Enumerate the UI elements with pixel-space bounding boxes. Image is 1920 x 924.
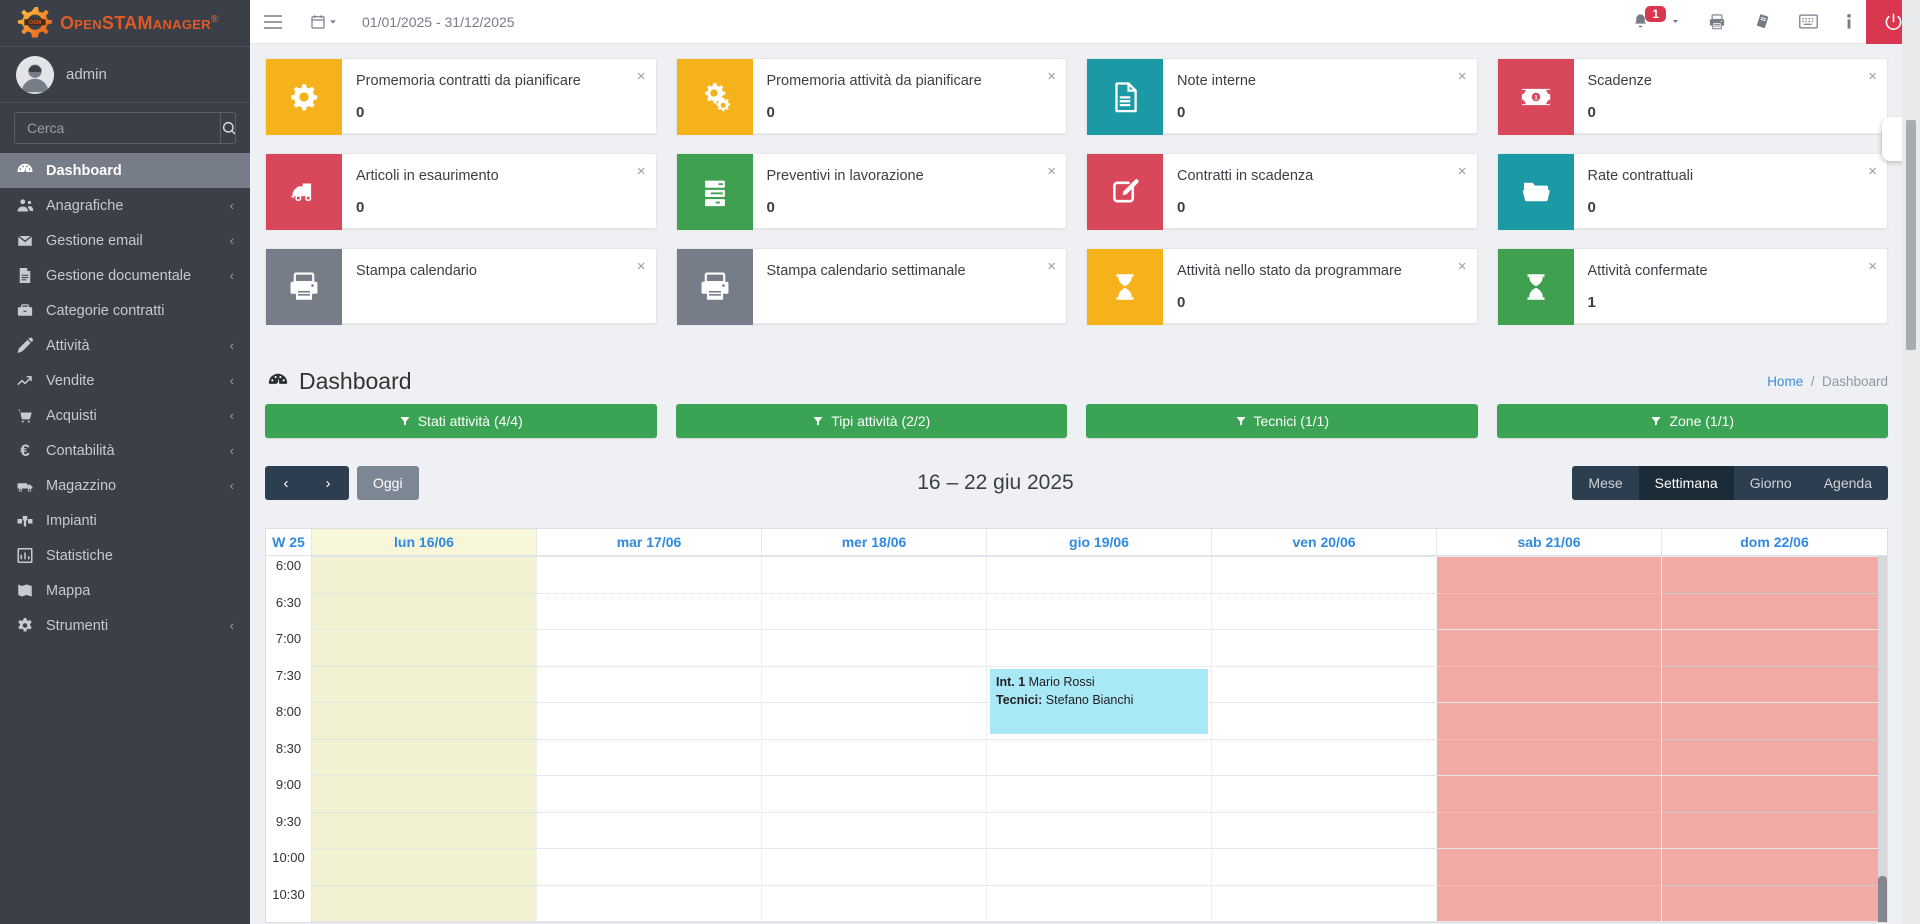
svg-text:OSM: OSM [29,20,42,26]
